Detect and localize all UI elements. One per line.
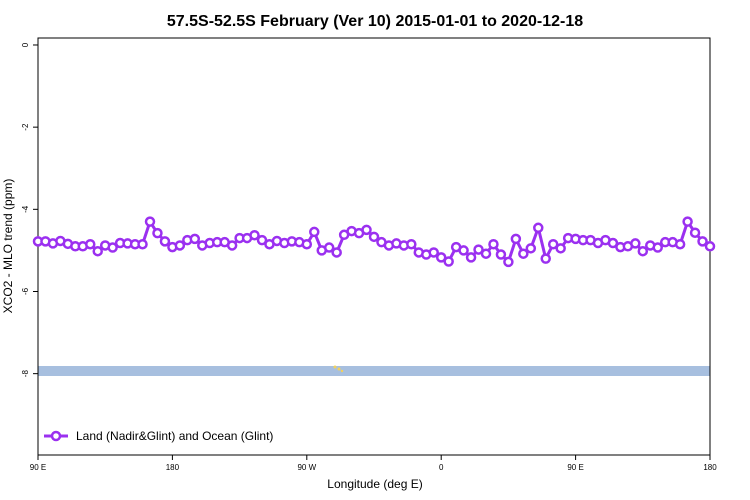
point: [85, 238, 96, 250]
point: [428, 247, 439, 258]
point: [555, 243, 566, 254]
point: [152, 227, 163, 239]
point: [107, 242, 118, 253]
point: [144, 216, 156, 227]
point: [226, 240, 238, 251]
x-tick-label: 180: [166, 463, 180, 472]
point: [159, 236, 171, 247]
point: [503, 256, 514, 268]
point: [518, 248, 529, 259]
point: [435, 252, 447, 263]
point: [465, 252, 477, 263]
point: [480, 248, 492, 259]
point: [689, 227, 701, 238]
point: [547, 238, 559, 250]
x-axis-label: Longitude (deg E): [327, 477, 422, 491]
point: [458, 245, 469, 256]
point: [323, 242, 335, 253]
x-tick-label: 90 W: [297, 463, 316, 472]
point: [607, 237, 619, 249]
chart-title: 57.5S-52.5S February (Ver 10) 2015-01-01…: [167, 13, 583, 30]
point: [92, 245, 103, 257]
y-tick-label: -8: [21, 370, 30, 378]
point: [533, 222, 544, 234]
point: [473, 244, 484, 255]
point: [137, 238, 148, 250]
point: [510, 233, 522, 245]
point: [674, 238, 686, 250]
x-tick-label: 0: [439, 463, 444, 472]
point: [697, 236, 708, 247]
y-tick-label: 0: [21, 42, 30, 47]
point: [488, 238, 499, 250]
surface-band: [38, 366, 710, 376]
legend-label: Land (Nadir&Glint) and Ocean (Glint): [76, 429, 273, 443]
point: [540, 253, 551, 264]
y-tick-label: -4: [21, 205, 30, 213]
point: [443, 256, 454, 267]
point: [331, 247, 342, 258]
y-axis-label: XCO2 - MLO trend (ppm): [1, 179, 15, 314]
x-tick-label: 90 E: [567, 463, 583, 472]
x-tick-label: 180: [703, 463, 717, 472]
point: [249, 229, 260, 241]
point: [525, 243, 537, 254]
point: [704, 241, 716, 252]
x-tick-label: 90 E: [30, 463, 46, 472]
point: [682, 216, 693, 227]
point: [368, 231, 380, 243]
point: [495, 249, 507, 260]
point: [309, 226, 320, 238]
point: [630, 238, 641, 249]
point: [174, 240, 186, 251]
point: [189, 233, 201, 245]
surface-dot: [337, 367, 341, 371]
point: [637, 245, 649, 257]
surface-dot: [333, 365, 337, 369]
point: [256, 234, 268, 246]
point: [301, 238, 313, 250]
point: [361, 224, 372, 236]
y-tick-label: -6: [21, 287, 30, 295]
legend-marker: [50, 430, 62, 442]
point: [406, 238, 417, 250]
point: [652, 242, 663, 253]
y-tick-label: -2: [21, 123, 30, 131]
surface-dot: [340, 369, 344, 373]
